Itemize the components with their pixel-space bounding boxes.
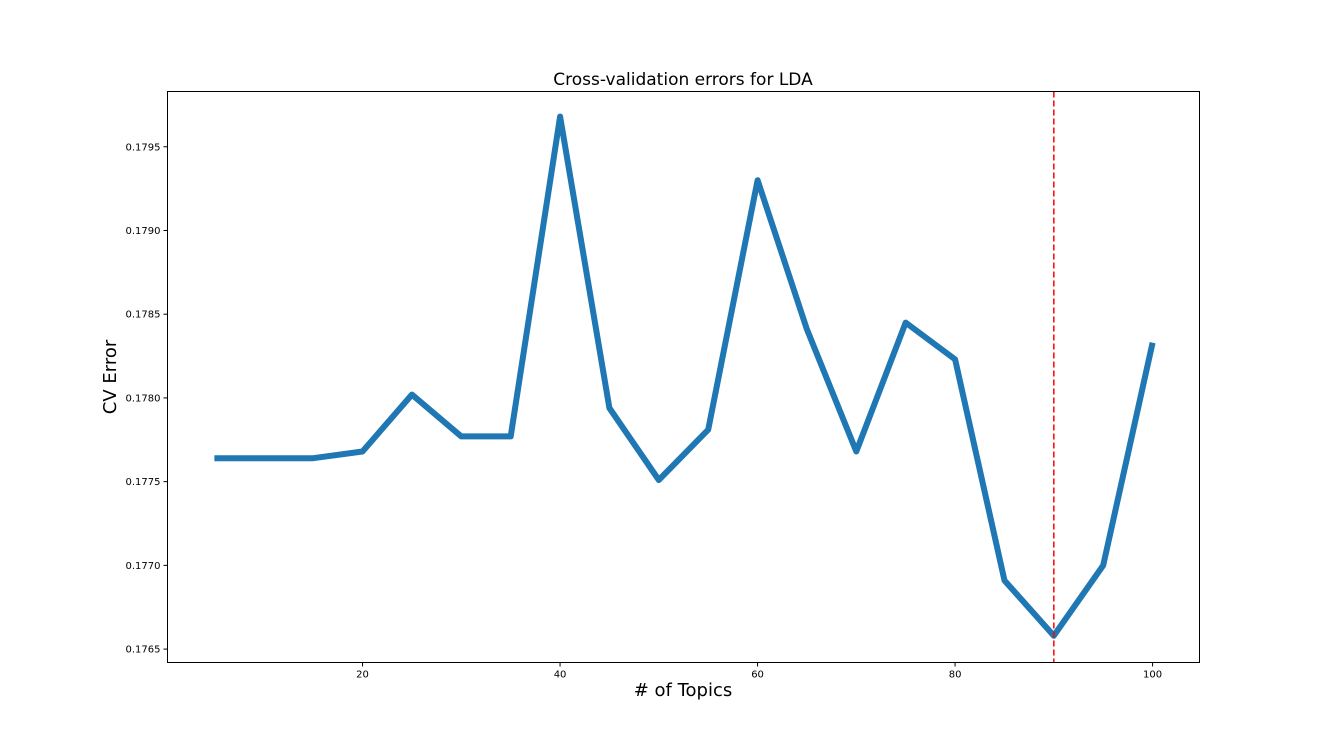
x-tick-label: 80 — [949, 670, 962, 681]
x-axis: 20 40 60 80 100 — [356, 662, 1162, 681]
x-tick-label: 20 — [356, 670, 369, 681]
y-tick-label: 0.1795 — [126, 142, 161, 153]
y-tick-label: 0.1770 — [126, 561, 161, 572]
y-tick-label: 0.1790 — [126, 226, 161, 237]
y-tick-label: 0.1785 — [126, 310, 161, 321]
x-tick-label: 40 — [554, 670, 567, 681]
plot-frame — [167, 91, 1200, 663]
series-line — [214, 113, 1156, 639]
y-axis-label: CV Error — [100, 339, 121, 414]
x-tick-label: 60 — [751, 670, 764, 681]
y-tick-label: 0.1780 — [126, 393, 161, 404]
y-tick-label: 0.1775 — [126, 477, 161, 488]
chart-title: Cross-validation errors for LDA — [553, 70, 813, 90]
y-tick-label: 0.1765 — [126, 645, 161, 656]
y-axis: 0.1765 0.1770 0.1775 0.1780 0.1785 0.1790 0.17… — [126, 142, 168, 656]
x-tick-label: 100 — [1143, 670, 1162, 681]
x-axis-label: # of Topics — [634, 680, 733, 701]
plot-area — [214, 91, 1156, 663]
